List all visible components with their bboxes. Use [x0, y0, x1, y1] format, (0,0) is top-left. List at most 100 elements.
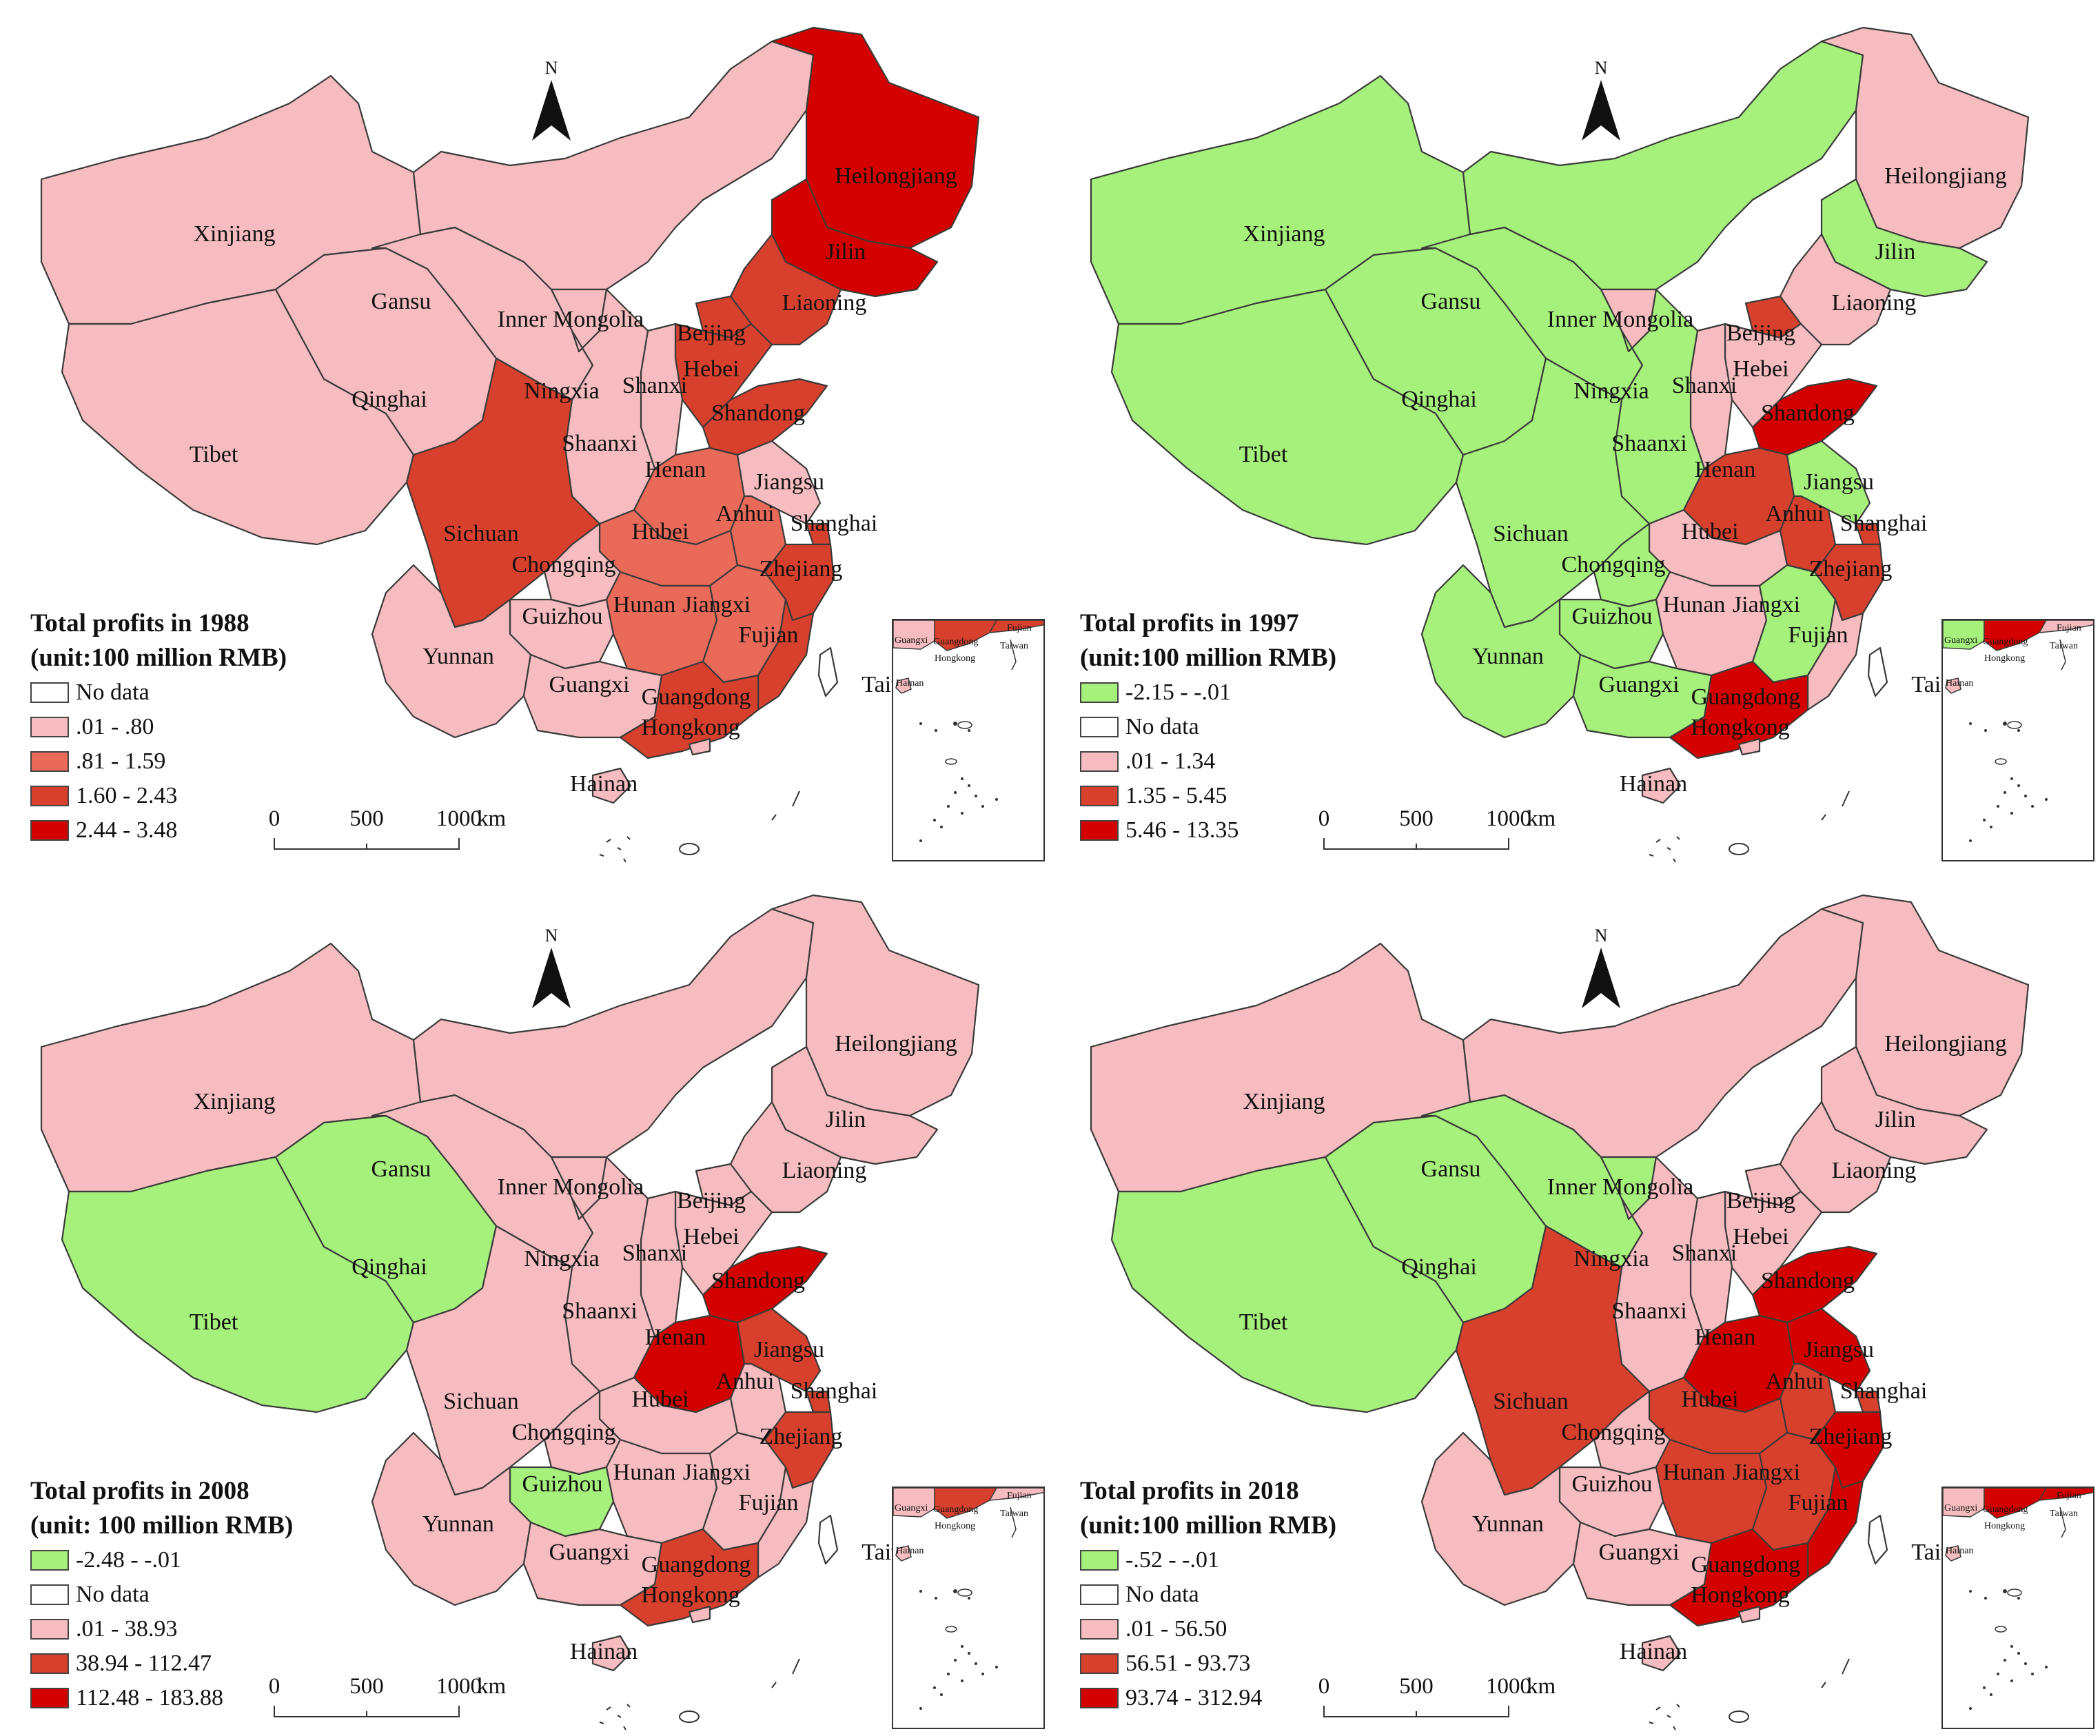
legend-swatch: [30, 786, 69, 806]
legend-unit: (unit:100 million RMB): [1080, 644, 1337, 672]
province-label-hongkong: Hongkong: [641, 715, 740, 740]
province-heilongjiang: [1820, 894, 2030, 1117]
province-label-yunnan: Yunnan: [1472, 1511, 1544, 1537]
legend-swatch: [30, 1653, 69, 1674]
legend-swatch: [30, 820, 69, 841]
province-taiwan: [1867, 1514, 1888, 1565]
scale-label-500: 500: [349, 1674, 384, 1699]
province-label-shandong: Shandong: [711, 400, 805, 426]
province-label-yunnan: Yunnan: [422, 644, 494, 669]
inset-label-guangdong: Guangdong: [933, 1504, 979, 1515]
legend-item: .01 - 1.34: [1080, 744, 1336, 779]
province-label-qinghai: Qinghai: [351, 1254, 427, 1280]
province-heilongjiang: [771, 26, 980, 249]
legend-item: 1.35 - 5.45: [1080, 779, 1336, 813]
scale-bar-line: [274, 838, 460, 850]
province-label-shaanxi: Shaanxi: [562, 1298, 638, 1324]
north-arrow-icon: [1582, 948, 1620, 1008]
scale-bar: 0 500 1000 km: [1318, 806, 1556, 855]
legend-item: 2.44 - 3.48: [30, 813, 287, 848]
province-label-inner-mongolia: Inner Mongolia: [497, 1174, 644, 1200]
scale-unit: km: [1527, 1674, 1556, 1699]
province-label-jiangsu: Jiangsu: [754, 469, 824, 495]
province-taiwan: [1867, 646, 1888, 697]
province-label-inner-mongolia: Inner Mongolia: [1547, 1174, 1694, 1200]
inset-map: [893, 620, 1043, 842]
inset-label-fujian: Fujian: [2057, 1491, 2081, 1501]
legend-label: -2.15 - -.01: [1125, 680, 1231, 705]
province-label-henan: Henan: [644, 457, 706, 482]
scale-unit: km: [477, 806, 507, 831]
legend-label: .01 - 1.34: [1125, 748, 1216, 774]
province-label-chongqing: Chongqing: [511, 552, 616, 578]
province-label-hainan: Hainan: [569, 771, 638, 797]
legend-item: 1.60 - 2.43: [30, 779, 287, 813]
inset-map: [1943, 620, 2093, 842]
inset-label-guangdong: Guangdong: [1983, 637, 2028, 647]
map-panel-2: Xinjiang Tibet Qinghai Gansu Inner Mongolia H…: [1050, 0, 2099, 868]
province-label-shandong: Shandong: [1761, 1268, 1855, 1294]
province-label-jiangsu: Jiangsu: [754, 1337, 824, 1362]
legend-label: No data: [76, 680, 150, 705]
north-label: N: [544, 58, 558, 78]
legend-item: No data: [30, 1577, 293, 1612]
inset-label-hainan: Hainan: [1946, 678, 1974, 688]
province-hunan: [1655, 571, 1768, 677]
inset-label-guangdong: Guangdong: [933, 637, 979, 647]
province-hunan: [1655, 1438, 1768, 1544]
province-label-beijing: Beijing: [1726, 320, 1796, 346]
legend-item: No data: [30, 675, 287, 710]
province-label-guangdong: Guangdong: [641, 684, 751, 710]
province-label-shanxi: Shanxi: [622, 1240, 688, 1266]
province-label-hainan: Hainan: [1619, 1639, 1688, 1664]
province-label-hainan: Hainan: [1619, 771, 1688, 797]
china-province-map: [40, 894, 980, 1730]
legend: Total profits in 2008 (unit: 100 million…: [30, 1474, 293, 1715]
province-label-hongkong: Hongkong: [641, 1582, 740, 1608]
inset-label-hainan: Hainan: [896, 678, 924, 688]
north-arrow: N: [531, 58, 572, 147]
inset-label-hongkong: Hongkong: [935, 1521, 976, 1531]
province-hongkong: [688, 737, 711, 756]
province-label-chongqing: Chongqing: [1561, 1420, 1666, 1445]
inset-label-fujian: Fujian: [1007, 1491, 1032, 1501]
province-label-shanghai: Shanghai: [790, 1378, 878, 1404]
china-province-map: [1090, 26, 2030, 863]
province-label-yunnan: Yunnan: [422, 1511, 494, 1537]
legend-item: No data: [1080, 710, 1336, 744]
province-label-hubei: Hubei: [1681, 519, 1739, 544]
province-label-anhui: Anhui: [1765, 501, 1824, 527]
province-label-zhejiang: Zhejiang: [759, 556, 843, 582]
province-label-guizhou: Guizhou: [1571, 604, 1653, 629]
province-label-fujian: Fujian: [738, 622, 799, 648]
legend: Total profits in 1988 (unit:100 million …: [30, 606, 287, 848]
province-hongkong: [688, 1605, 711, 1624]
inset-label-hainan: Hainan: [896, 1546, 924, 1556]
inset-label-hongkong: Hongkong: [935, 653, 976, 664]
scale-label-1000: 1000: [1486, 1674, 1531, 1699]
legend-label: 2.44 - 3.48: [76, 817, 178, 843]
legend-swatch: [1080, 1584, 1119, 1605]
province-label-shandong: Shandong: [711, 1268, 805, 1294]
province-hunan: [605, 1438, 718, 1544]
legend-swatch: [30, 682, 69, 703]
legend-unit: (unit:100 million RMB): [30, 644, 287, 672]
province-label-fujian: Fujian: [1788, 622, 1848, 648]
province-hainan: [1641, 1635, 1682, 1672]
legend-label: .01 - 38.93: [76, 1616, 178, 1642]
province-label-anhui: Anhui: [715, 1369, 775, 1394]
province-label-shanxi: Shanxi: [1671, 1240, 1737, 1266]
province-label-shanxi: Shanxi: [1671, 373, 1737, 398]
province-label-heilongjiang: Heilongjiang: [1884, 1031, 2007, 1056]
province-label-ningxia: Ningxia: [524, 1246, 600, 1272]
legend: Total profits in 2018 (unit:100 million …: [1080, 1474, 1336, 1715]
scale-label-1000: 1000: [436, 806, 482, 831]
scale-label-1000: 1000: [436, 1674, 482, 1699]
province-label-henan: Henan: [644, 1325, 706, 1350]
map-panel-1: Xinjiang Tibet Qinghai Gansu Inner Mongolia H…: [0, 0, 1050, 868]
scale-label-0: 0: [268, 806, 281, 831]
legend-swatch: [30, 1688, 69, 1708]
scale-label-500: 500: [1399, 806, 1434, 831]
province-label-hunan: Hunan: [613, 1460, 676, 1485]
province-label-henan: Henan: [1694, 1325, 1756, 1350]
